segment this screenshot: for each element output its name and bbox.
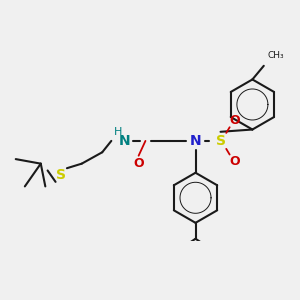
Text: CH₃: CH₃	[267, 51, 284, 60]
Text: O: O	[229, 114, 239, 127]
Text: S: S	[215, 134, 226, 148]
Text: O: O	[133, 157, 144, 170]
Text: O: O	[229, 155, 239, 168]
Text: N: N	[119, 134, 131, 148]
Text: S: S	[56, 168, 66, 182]
Text: N: N	[190, 134, 201, 148]
Text: H: H	[114, 128, 122, 137]
